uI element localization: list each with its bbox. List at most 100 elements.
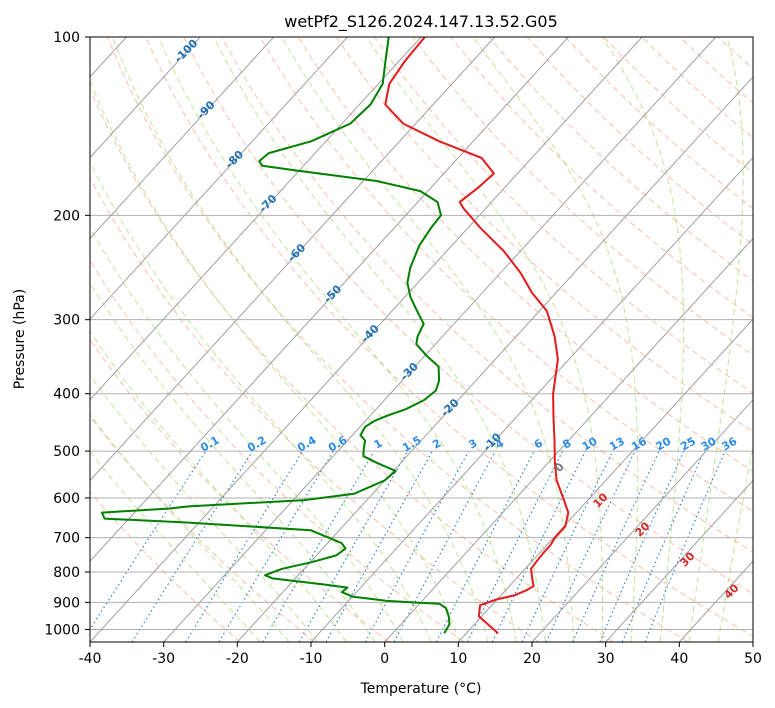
moist-adiabat bbox=[90, 79, 461, 642]
x-tick-label: 50 bbox=[744, 651, 762, 667]
moist-adiabat bbox=[90, 330, 347, 642]
y-tick-label: 1000 bbox=[44, 622, 80, 638]
dry-adiabat bbox=[145, 37, 753, 637]
x-axis-label: Temperature (°C) bbox=[360, 681, 482, 697]
mixing-ratio-line bbox=[131, 450, 254, 642]
x-tick-label: 40 bbox=[670, 651, 688, 667]
moist-adiabat bbox=[157, 37, 517, 642]
y-tick-label: 300 bbox=[53, 313, 80, 329]
dry-adiabat bbox=[641, 37, 753, 139]
isotherm bbox=[90, 37, 643, 642]
isotherm-label: 40 bbox=[722, 581, 742, 601]
mixing-ratio-line bbox=[218, 450, 334, 642]
moist-adiabat bbox=[111, 37, 489, 642]
moist-adiabat bbox=[90, 374, 319, 642]
dry-adiabat bbox=[90, 338, 390, 642]
mixing-ratio-line bbox=[393, 450, 496, 642]
isotherm-label: 0 bbox=[552, 460, 567, 475]
moist-adiabat bbox=[281, 37, 575, 642]
x-tick-label: 30 bbox=[597, 651, 615, 667]
mixing-ratio-label: 6 bbox=[532, 436, 545, 451]
dry-adiabat bbox=[90, 88, 614, 642]
dry-adiabat bbox=[90, 415, 316, 642]
isotherm bbox=[531, 399, 753, 642]
dry-adiabat bbox=[374, 37, 753, 394]
moist-adiabat bbox=[472, 37, 639, 642]
isotherm bbox=[310, 156, 753, 642]
dry-adiabat bbox=[90, 176, 540, 642]
moist-adiabat bbox=[90, 161, 432, 642]
dry-adiabat bbox=[564, 37, 753, 210]
mixing-ratio-line bbox=[644, 450, 726, 642]
y-tick-label: 600 bbox=[53, 491, 80, 507]
dry-adiabat bbox=[90, 259, 465, 642]
x-tick-label: 10 bbox=[449, 651, 467, 667]
y-tick-label: 400 bbox=[53, 387, 80, 403]
y-tick-label: 100 bbox=[53, 30, 80, 46]
x-tick-label: -20 bbox=[226, 651, 249, 667]
isotherm bbox=[90, 37, 201, 159]
temperature-line bbox=[384, 37, 570, 635]
isotherm bbox=[384, 237, 753, 642]
isotherm-label: 30 bbox=[678, 549, 698, 569]
y-tick-label: 500 bbox=[53, 444, 80, 460]
moist-adiabat bbox=[717, 444, 753, 642]
y-axis-label: Pressure (hPa) bbox=[12, 289, 28, 389]
plot-area: -100-90-80-70-60-50-40-30-20-10010203040… bbox=[90, 37, 775, 642]
isotherm bbox=[236, 76, 753, 642]
isotherm bbox=[457, 318, 753, 642]
isotherm bbox=[90, 37, 348, 320]
mixing-ratio-label: 8 bbox=[560, 437, 573, 452]
x-tick-label: 0 bbox=[380, 651, 389, 667]
moist-adiabat bbox=[90, 226, 404, 642]
moist-adiabat bbox=[601, 37, 685, 642]
mixing-ratio-label: 2 bbox=[430, 437, 443, 452]
mixing-ratio-label: 1 bbox=[372, 437, 385, 452]
x-tick-label: -30 bbox=[152, 651, 175, 667]
y-axis: 100 200 300 400 500 600 700 800 900 1000 bbox=[44, 30, 90, 638]
isotherm bbox=[90, 37, 422, 401]
moist-adiabats bbox=[90, 37, 753, 642]
moist-adiabat bbox=[213, 37, 546, 642]
dry-adiabat bbox=[183, 37, 753, 595]
y-tick-label: 200 bbox=[53, 208, 80, 224]
isotherm bbox=[90, 37, 569, 563]
plot-frame bbox=[89, 36, 754, 643]
isotherms bbox=[90, 37, 753, 642]
moist-adiabat bbox=[90, 450, 261, 642]
isotherm bbox=[752, 641, 753, 642]
mixing-ratio-line bbox=[185, 450, 304, 642]
x-tick-label: -10 bbox=[300, 651, 323, 667]
mixing-ratio-line bbox=[90, 450, 207, 631]
dewpoint-line bbox=[101, 37, 451, 634]
x-tick-label: 20 bbox=[523, 651, 541, 667]
dry-adiabat bbox=[259, 37, 753, 512]
mixing-ratio-line bbox=[521, 450, 614, 642]
dry-adiabat bbox=[488, 37, 753, 282]
mixing-ratio-line bbox=[435, 450, 535, 642]
x-tick-label: -40 bbox=[79, 651, 102, 667]
moist-adiabat bbox=[365, 37, 603, 642]
mixing-ratio-line bbox=[545, 450, 636, 642]
isotherm bbox=[163, 37, 717, 642]
mixing-ratio-lines bbox=[90, 450, 726, 642]
y-tick-label: 900 bbox=[53, 595, 80, 611]
mixing-ratio-line bbox=[467, 450, 564, 642]
dry-adiabat bbox=[106, 37, 689, 642]
isotherm bbox=[678, 560, 753, 642]
mixing-ratio-line bbox=[572, 450, 660, 642]
y-tick-label: 800 bbox=[53, 565, 80, 581]
isotherm bbox=[605, 479, 753, 642]
mixing-ratio-line bbox=[491, 450, 586, 642]
dry-adiabat bbox=[756, 37, 775, 642]
dry-adiabat bbox=[450, 37, 753, 319]
moist-adiabat bbox=[688, 37, 744, 642]
dry-adiabat bbox=[412, 37, 753, 356]
mixing-ratio-line bbox=[364, 450, 470, 642]
dry-adiabat bbox=[679, 37, 753, 104]
dry-adiabat bbox=[221, 37, 753, 553]
dry-adiabats bbox=[90, 37, 775, 642]
isotherm bbox=[90, 37, 275, 240]
dry-adiabat bbox=[717, 37, 753, 70]
chart-title: wetPf2_S126.2024.147.13.52.G05 bbox=[284, 12, 558, 32]
